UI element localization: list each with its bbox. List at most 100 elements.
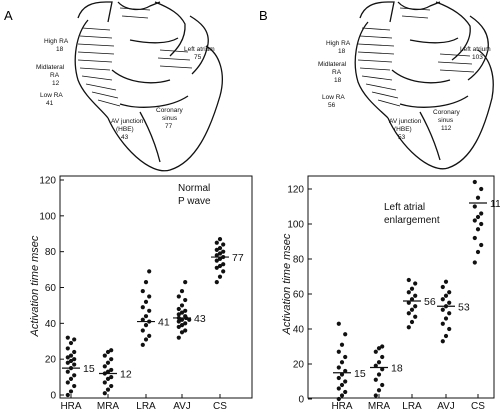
y-tick-label: 0 (50, 391, 56, 402)
heart-hatching-a (77, 7, 193, 107)
data-point (72, 362, 77, 367)
data-point (143, 337, 149, 342)
data-point (147, 333, 152, 338)
data-point (179, 317, 185, 322)
svg-text:Low RA: Low RA (40, 92, 63, 99)
data-point (109, 357, 114, 362)
data-point (409, 297, 415, 302)
y-axis-label: Activation time msec (29, 235, 41, 337)
mean-label: 56 (424, 296, 436, 308)
heart-labels-b: High RA 18 Midlateral RA 18 Low RA 56 AV… (318, 40, 491, 141)
svg-text:Left atrium: Left atrium (460, 46, 491, 53)
svg-text:Midlateral: Midlateral (318, 61, 347, 68)
data-point (147, 308, 152, 313)
y-tick-label: 60 (293, 290, 305, 301)
data-point (140, 288, 145, 294)
svg-text:sinus: sinus (162, 115, 178, 122)
data-point (440, 339, 445, 344)
x-tick-label: AVJ (173, 401, 191, 412)
data-point (376, 346, 382, 351)
data-point (443, 293, 449, 298)
data-point (214, 280, 219, 285)
data-point (72, 337, 77, 342)
data-point (475, 195, 481, 200)
data-point (472, 260, 477, 265)
data-point (140, 305, 145, 310)
y-tick-label: 60 (45, 283, 57, 294)
svg-text:43: 43 (121, 134, 129, 141)
x-tick-label: MRA (368, 401, 391, 412)
data-point (443, 316, 449, 321)
data-point (339, 372, 345, 377)
heart-labels-a: High RA 18 Midlateral RA 12 Low RA 41 AV… (36, 38, 215, 141)
data-point (343, 379, 348, 384)
data-point (336, 375, 341, 381)
data-point (72, 349, 77, 355)
data-point (176, 335, 181, 340)
data-point (479, 221, 484, 227)
data-point (65, 335, 70, 340)
data-point (447, 311, 452, 316)
svg-text:High RA: High RA (326, 40, 351, 47)
svg-text:High RA: High RA (44, 38, 69, 45)
data-point (65, 360, 70, 365)
data-point (406, 290, 411, 295)
data-point (179, 323, 185, 328)
data-point (140, 328, 145, 333)
data-point (183, 297, 188, 303)
mean-label: 15 (83, 363, 95, 375)
data-point (214, 247, 219, 252)
data-point (343, 354, 348, 360)
data-point (440, 321, 445, 326)
data-point (336, 349, 341, 354)
data-point (221, 249, 226, 254)
x-tick-label: HRA (60, 401, 81, 412)
data-point (413, 293, 418, 298)
svg-text:Coronary: Coronary (156, 107, 183, 114)
data-point (176, 319, 181, 324)
data-point (447, 326, 452, 332)
y-tick-label: 80 (45, 247, 57, 258)
data-point (336, 365, 341, 370)
y-tick-label: 120 (39, 176, 56, 187)
svg-text:56: 56 (328, 102, 336, 109)
data-point (68, 340, 74, 346)
data-point (380, 382, 385, 388)
data-point (102, 353, 107, 358)
data-point (183, 321, 188, 326)
mean-label: 77 (232, 252, 244, 264)
data-point (475, 227, 481, 232)
data-point (406, 300, 411, 305)
svg-text:Midlateral: Midlateral (36, 64, 65, 71)
heart-diagram-b (354, 1, 494, 170)
data-point (176, 294, 181, 299)
x-tick-label: LRA (402, 401, 422, 412)
data-point (109, 383, 114, 389)
data-point (143, 314, 149, 319)
data-point (183, 308, 188, 313)
data-point (343, 389, 348, 395)
data-point (373, 377, 378, 382)
data-point (143, 299, 149, 304)
data-point (109, 348, 114, 353)
data-point (140, 317, 145, 322)
svg-text:18: 18 (338, 48, 346, 55)
data-point (221, 262, 226, 267)
data-point (343, 368, 348, 374)
data-point (102, 364, 107, 369)
data-point (472, 218, 477, 223)
y-tick-label: 80 (293, 255, 305, 266)
svg-text:103: 103 (472, 54, 483, 61)
data-point (147, 294, 152, 299)
data-point (140, 342, 145, 347)
data-point (179, 310, 185, 315)
svg-text:RA: RA (50, 72, 60, 79)
data-point (221, 269, 226, 274)
y-tick-label: 120 (287, 185, 304, 196)
data-point (217, 237, 223, 242)
panel-b-letter: B (259, 8, 268, 23)
data-point (143, 280, 149, 285)
data-point (187, 317, 192, 322)
mean-label: 15 (354, 368, 366, 380)
